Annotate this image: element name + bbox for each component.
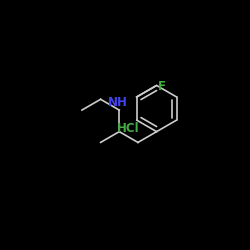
Text: F: F [158, 80, 166, 93]
Text: HCl: HCl [117, 122, 140, 135]
Text: NH: NH [108, 96, 128, 108]
